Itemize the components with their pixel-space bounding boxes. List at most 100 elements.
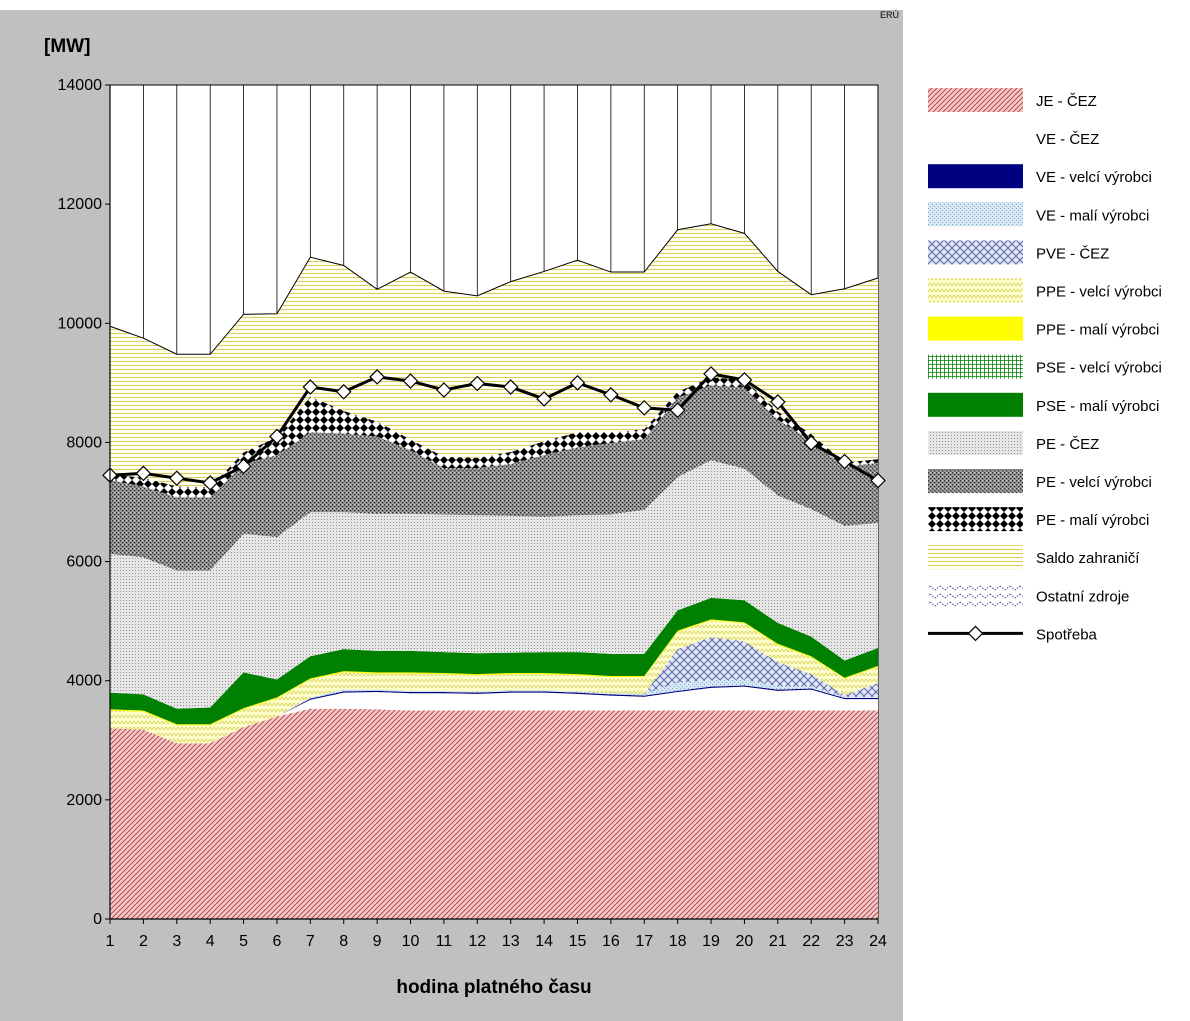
line-point [202,475,219,491]
line-point [135,465,152,482]
legend-label: Ostatní zdroje [1036,588,1129,605]
area-saldo-zahrani- [110,223,878,488]
line-point [636,400,653,416]
legend-swatch [928,583,1023,608]
x-tick-label: 20 [736,933,754,950]
legend-swatch [928,354,1023,379]
x-tick-label: 2 [139,933,148,950]
legend-label: PVE - ČEZ [1036,245,1109,262]
legend-label: VE - malí výrobci [1036,207,1149,224]
line-point [168,470,185,487]
legend-label: Spotřeba [1036,626,1098,643]
x-tick-label: 24 [869,933,887,950]
line-point [502,379,519,395]
legend-swatch [928,240,1023,265]
line-point [235,458,252,475]
legend-label: PE - velcí výrobci [1036,474,1152,491]
x-tick-label: 4 [206,933,215,950]
y-tick-label: 12000 [58,196,103,213]
line-point [603,386,619,403]
legend-swatch [928,202,1023,227]
line-point [669,402,686,419]
area-ve-ez [110,686,878,744]
legend-label: Saldo zahraničí [1036,550,1140,567]
area-je-ez [110,708,878,919]
legend-swatch [928,278,1023,303]
area-pse-mal-v-robci [110,597,878,725]
legend-label: PE - malí výrobci [1036,512,1149,529]
line-point [302,379,319,395]
x-tick-label: 7 [306,933,315,950]
y-tick-label: 14000 [58,77,103,94]
area-top-outline [109,223,879,355]
y-tick-label: 10000 [58,315,103,332]
x-axis-title: hodina platného času [396,977,591,998]
corner-label: ERÚ [880,10,899,20]
legend-swatch [928,316,1023,341]
legend-label: VE - velcí výrobci [1036,169,1152,186]
legend-marker [967,625,984,642]
x-tick-label: 13 [502,933,520,950]
line-point [569,375,586,391]
line-point [836,453,853,470]
line-point [469,375,486,392]
legend-swatch [928,430,1023,455]
legend-swatch [928,126,1023,151]
line-point [536,391,552,407]
x-tick-label: 17 [635,933,653,950]
legend-label: PSE - malí výrobci [1036,398,1159,415]
line-point [402,373,419,389]
line-series [109,372,879,485]
y-tick-label: 4000 [66,673,102,690]
line-point [769,394,786,410]
legend-label: PPE - malí výrobci [1036,322,1159,339]
x-tick-label: 15 [569,933,587,950]
x-tick-label: 10 [402,933,420,950]
x-tick-label: 22 [802,933,820,950]
x-tick-label: 14 [535,933,553,950]
line-point [269,428,285,445]
legend-swatch [928,392,1023,417]
legend-label: PSE - velcí výrobci [1036,360,1162,377]
legend-swatch [928,507,1023,532]
legend-label: PPE - velcí výrobci [1036,284,1162,301]
legend-swatch [928,164,1023,189]
y-tick-label: 6000 [66,554,102,571]
x-tick-label: 12 [468,933,486,950]
x-tick-label: 19 [702,933,720,950]
area-pe-velc-v-robci [110,385,878,571]
x-tick-label: 11 [436,933,453,950]
x-tick-label: 3 [172,933,181,950]
stacked-areas [109,223,879,919]
x-tick-label: 18 [669,933,687,950]
legend-swatch [928,88,1023,112]
x-tick-label: 9 [373,933,382,950]
line-point [369,369,385,385]
area-pe-mal-v-robci [110,377,878,498]
legend-label: PE - ČEZ [1036,436,1099,453]
legend-label: VE - ČEZ [1036,131,1099,148]
area-ppe-velc-v-robci [110,620,878,744]
x-tick-label: 5 [239,933,248,950]
legend-label: JE - ČEZ [1036,93,1097,110]
area-pe-ez [110,460,878,709]
line-point [803,435,820,451]
area-pve-ez [110,637,878,744]
line-point [870,472,886,489]
legend-swatch [928,545,1023,570]
line-point [335,383,352,400]
line-point [736,372,753,388]
y-axis-title: [MW] [44,36,90,57]
y-tick-label: 2000 [66,792,102,809]
x-tick-label: 6 [273,933,282,950]
y-tick-label: 0 [93,911,102,928]
legend-swatch [928,469,1023,493]
y-tick-label: 8000 [66,434,102,451]
x-tick-label: 21 [769,933,787,950]
legend: JE - ČEZ VE - ČEZ VE - velcí výrobci VE - m… [928,88,1162,643]
x-tick-label: 1 [106,933,115,950]
x-tick-label: 16 [602,933,620,950]
line-point [436,382,452,398]
